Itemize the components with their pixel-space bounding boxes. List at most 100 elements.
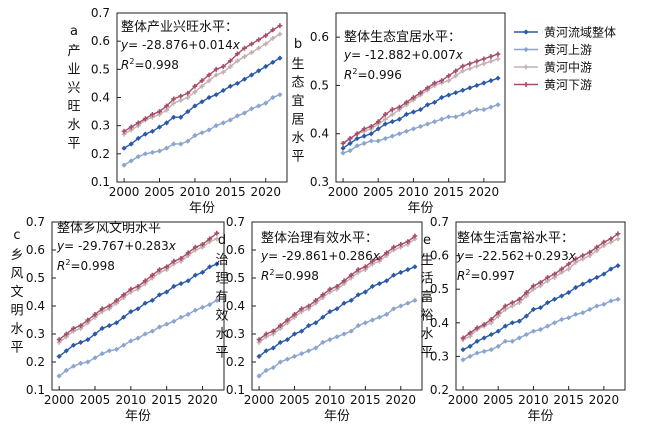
x-tick-label: 2010	[180, 185, 211, 199]
panel-letter: e	[423, 233, 431, 248]
data-point	[157, 267, 162, 272]
data-point	[502, 323, 508, 329]
y-axis-label: 生活富裕水平	[420, 253, 433, 361]
data-point	[495, 102, 501, 108]
data-point	[453, 90, 459, 96]
data-point	[566, 289, 572, 296]
data-point	[361, 140, 367, 146]
data-point	[334, 334, 340, 340]
x-tick-label: 2020	[385, 393, 416, 407]
series-黄河下游	[56, 230, 220, 342]
series-line	[342, 77, 499, 149]
data-point	[291, 353, 298, 359]
data-point	[313, 345, 319, 351]
panel-letter: a	[70, 24, 78, 39]
data-point	[495, 328, 501, 334]
series-黄河流域整体	[460, 263, 621, 353]
data-point	[481, 322, 487, 327]
data-point	[156, 148, 163, 154]
panel-letter: d	[218, 233, 226, 248]
series-黄河下游	[340, 51, 501, 146]
data-point	[199, 83, 205, 89]
y-tick-label: 0.5	[430, 282, 449, 296]
data-point	[488, 347, 494, 353]
data-point	[214, 297, 220, 303]
x-tick-label: 2010	[315, 393, 346, 407]
data-point	[92, 355, 98, 361]
y-tick-label: 0.5	[226, 271, 245, 285]
data-point	[389, 107, 395, 112]
data-point	[199, 99, 205, 105]
data-point	[185, 90, 191, 96]
data-point	[594, 244, 600, 250]
data-point	[171, 283, 177, 289]
data-point	[530, 306, 537, 312]
data-point	[559, 266, 565, 272]
data-point	[398, 269, 404, 275]
data-point	[256, 103, 262, 109]
data-point	[580, 253, 586, 258]
data-point	[78, 360, 84, 366]
data-point	[164, 321, 170, 327]
chart-panel-d: 0.1 0.2 0.3 0.4 0.5 0.6 0.7 2000 2005 2010 2015 202…	[215, 215, 423, 424]
data-point	[142, 278, 148, 284]
y-axis-label: 生态宜居水平	[291, 57, 304, 165]
data-point	[615, 296, 621, 302]
plot-frame	[455, 221, 626, 391]
data-point	[396, 131, 402, 137]
series-黄河流域整体	[121, 55, 283, 151]
data-point	[495, 343, 501, 349]
data-point	[270, 365, 276, 371]
data-point	[185, 278, 191, 284]
data-point	[70, 363, 77, 369]
x-axis-label: 年份	[125, 409, 151, 424]
data-point	[573, 311, 579, 317]
y-tick-label: 0.7	[430, 215, 449, 229]
data-point	[411, 95, 416, 100]
data-point	[291, 331, 298, 337]
data-point	[214, 261, 220, 267]
data-point	[467, 330, 473, 336]
data-point	[502, 303, 508, 309]
data-point	[615, 263, 621, 269]
data-point	[277, 359, 283, 365]
data-point	[206, 127, 212, 133]
data-point	[213, 92, 219, 98]
data-point	[249, 41, 254, 47]
data-point	[263, 100, 269, 106]
series-黄河下游	[256, 233, 418, 342]
data-point	[164, 107, 169, 113]
data-point	[334, 306, 340, 312]
data-point	[121, 292, 127, 298]
data-point	[277, 55, 283, 61]
data-point	[192, 89, 198, 95]
data-point	[121, 145, 127, 151]
data-point	[178, 141, 184, 147]
data-point	[467, 343, 473, 349]
data-point	[149, 328, 155, 334]
data-point	[163, 120, 170, 126]
data-point	[106, 323, 112, 329]
data-point	[298, 328, 305, 334]
data-point	[284, 356, 291, 362]
data-point	[439, 94, 445, 101]
data-point	[474, 82, 480, 89]
data-point	[601, 239, 607, 245]
panel-letter: c	[13, 228, 20, 243]
data-point	[460, 347, 466, 353]
data-point	[587, 249, 593, 255]
chart-panel-c: 0.1 0.2 0.3 0.4 0.5 0.6 0.7 2000 2005 2010 2015 202…	[10, 215, 225, 424]
data-point	[256, 373, 262, 379]
data-point	[234, 113, 241, 119]
y-tick-label: 0.3	[310, 175, 329, 189]
x-tick-label: 2005	[483, 393, 514, 407]
x-tick-label: 2000	[328, 185, 359, 199]
x-tick-label: 2015	[151, 393, 182, 407]
data-point	[354, 131, 360, 137]
data-point	[142, 300, 148, 306]
data-point	[405, 267, 411, 273]
data-point	[227, 58, 233, 64]
y-tick-label: 0.3	[430, 349, 449, 363]
data-point	[495, 56, 501, 62]
